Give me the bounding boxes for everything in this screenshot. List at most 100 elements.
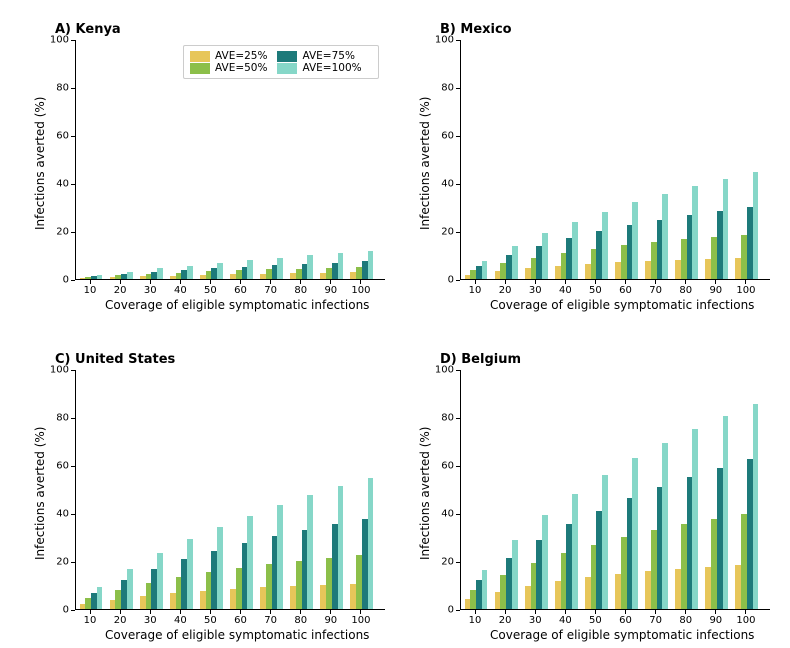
ytick (71, 40, 75, 41)
xtick-label: 40 (174, 615, 187, 626)
ytick-label: 100 (426, 35, 454, 46)
bar (338, 486, 344, 609)
xtick (715, 610, 716, 614)
xtick-label: 10 (469, 615, 482, 626)
ytick-label: 80 (426, 413, 454, 424)
xtick-label: 30 (529, 285, 542, 296)
xtick (120, 280, 121, 284)
y-axis-label: Infections averted (%) (33, 427, 47, 560)
xtick (655, 610, 656, 614)
xtick (685, 280, 686, 284)
xtick (535, 610, 536, 614)
ytick (456, 514, 460, 515)
legend-item: AVE=75% (277, 50, 354, 62)
plot-area (75, 370, 385, 610)
xtick-label: 70 (264, 285, 277, 296)
bar (512, 540, 518, 609)
ytick (71, 610, 75, 611)
ytick (456, 184, 460, 185)
ytick (71, 466, 75, 467)
xtick-label: 50 (204, 285, 217, 296)
ytick (71, 232, 75, 233)
xtick (565, 610, 566, 614)
ytick (456, 40, 460, 41)
bar (187, 539, 193, 609)
y-axis-label: Infections averted (%) (33, 97, 47, 230)
xtick (270, 610, 271, 614)
ytick-label: 0 (41, 275, 69, 286)
xtick (595, 610, 596, 614)
plot-area (460, 370, 770, 610)
ytick-label: 100 (41, 35, 69, 46)
bar (572, 494, 578, 609)
bar (482, 570, 488, 609)
legend-label: AVE=100% (302, 62, 361, 74)
xtick (715, 280, 716, 284)
xtick (300, 280, 301, 284)
ytick-label: 100 (41, 365, 69, 376)
bar (368, 478, 374, 609)
xtick-label: 100 (736, 615, 755, 626)
legend-label: AVE=75% (302, 50, 354, 62)
panel-A: A) Kenya02040608010010203040506070809010… (75, 40, 385, 280)
xtick (685, 610, 686, 614)
xtick-label: 80 (294, 615, 307, 626)
xtick-label: 20 (114, 285, 127, 296)
ytick-label: 0 (426, 605, 454, 616)
legend: AVE=25%AVE=75%AVE=50%AVE=100% (183, 45, 379, 79)
ytick (456, 418, 460, 419)
xtick-label: 30 (529, 615, 542, 626)
xtick-label: 30 (144, 285, 157, 296)
ytick (456, 280, 460, 281)
xtick-label: 40 (559, 615, 572, 626)
xtick (360, 280, 361, 284)
xtick-label: 100 (351, 285, 370, 296)
bar (247, 260, 253, 279)
ytick (456, 562, 460, 563)
bar (247, 516, 253, 609)
legend-label: AVE=50% (215, 62, 267, 74)
ytick (456, 136, 460, 137)
xtick-label: 50 (589, 615, 602, 626)
x-axis-label: Coverage of eligible symptomatic infecti… (105, 628, 369, 642)
xtick-label: 40 (174, 285, 187, 296)
xtick-label: 10 (469, 285, 482, 296)
ytick (71, 418, 75, 419)
bar (338, 253, 344, 279)
xtick-label: 10 (84, 285, 97, 296)
bar (602, 475, 608, 609)
bar (632, 458, 638, 609)
ytick (456, 232, 460, 233)
ytick (456, 610, 460, 611)
ytick-label: 80 (41, 83, 69, 94)
bar (662, 194, 668, 279)
xtick (330, 280, 331, 284)
y-axis-label: Infections averted (%) (418, 427, 432, 560)
xtick (625, 610, 626, 614)
bar (602, 212, 608, 279)
xtick (745, 280, 746, 284)
bar (753, 404, 759, 609)
xtick-label: 30 (144, 615, 157, 626)
bar (632, 202, 638, 279)
xtick-label: 50 (204, 615, 217, 626)
xtick (150, 280, 151, 284)
xtick-label: 60 (234, 615, 247, 626)
bar (97, 275, 103, 279)
bar (217, 263, 223, 279)
bar (157, 553, 163, 609)
legend-swatch (277, 63, 297, 74)
xtick (240, 280, 241, 284)
xtick-label: 40 (559, 285, 572, 296)
xtick (655, 280, 656, 284)
xtick-label: 90 (324, 285, 337, 296)
xtick-label: 90 (324, 615, 337, 626)
ytick (456, 370, 460, 371)
xtick-label: 60 (619, 615, 632, 626)
bar (368, 251, 374, 279)
xtick (90, 280, 91, 284)
bar (572, 222, 578, 279)
legend-swatch (190, 51, 210, 62)
y-axis-label: Infections averted (%) (418, 97, 432, 230)
xtick-label: 60 (619, 285, 632, 296)
